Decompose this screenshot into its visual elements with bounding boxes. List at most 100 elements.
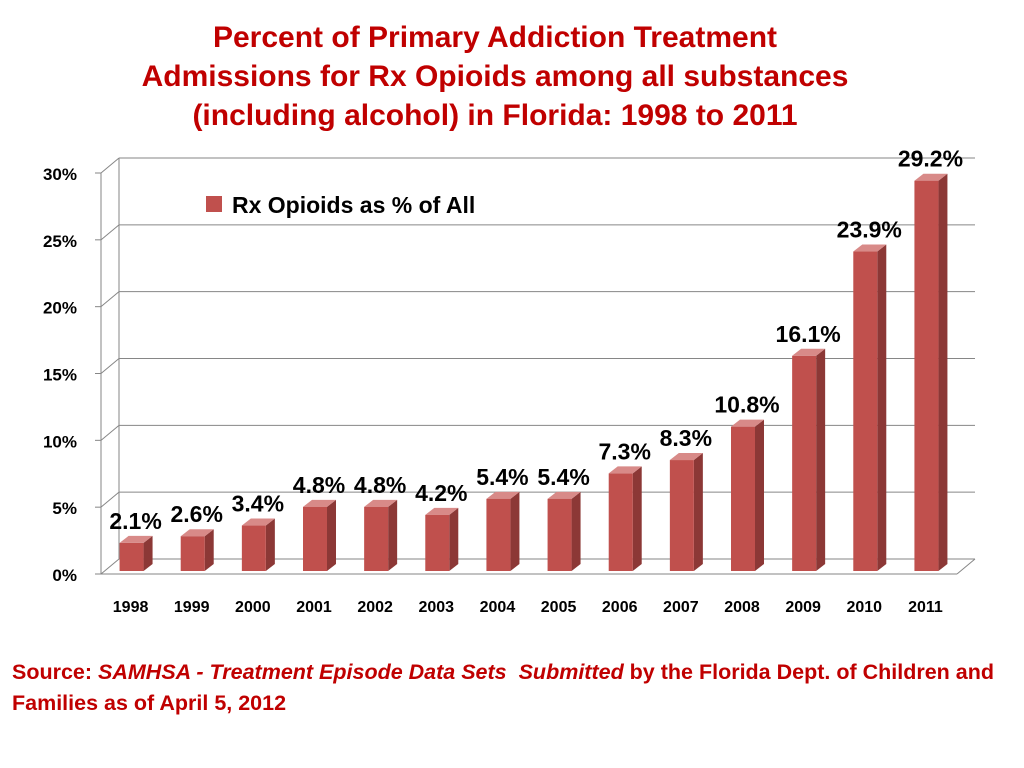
x-tick-label-2006: 2006: [602, 599, 638, 616]
bar-front: [669, 460, 694, 571]
bar-2001: [303, 499, 336, 571]
bar-side: [510, 491, 520, 571]
x-tick-label-2004: 2004: [480, 599, 516, 616]
y-tick-label: 20%: [43, 299, 77, 318]
data-label-2007: 8.3%: [660, 425, 712, 451]
data-label-2000: 3.4%: [232, 491, 284, 517]
bar-top: [914, 173, 948, 181]
bar-front: [119, 542, 144, 571]
bar-top: [547, 491, 581, 499]
y-tick-label: 10%: [43, 432, 77, 451]
bar-front: [180, 536, 205, 571]
bar-top: [119, 535, 153, 543]
bar-2008: [731, 419, 764, 571]
bar-front: [547, 498, 572, 571]
x-tick-label-2007: 2007: [663, 599, 699, 616]
bar-front: [608, 473, 633, 571]
y-tick-label: 0%: [52, 566, 77, 585]
bar-2010: [853, 244, 887, 571]
bar-top: [364, 499, 398, 507]
y-tick-label: 5%: [52, 499, 77, 518]
bar-1999: [180, 529, 214, 571]
x-tick-label-2010: 2010: [846, 599, 882, 616]
source-rest: by the Florida Dept. of Children and Fam…: [12, 660, 994, 715]
gridline-depth: [100, 157, 120, 174]
bar-side: [877, 244, 887, 571]
bar-side: [265, 518, 275, 571]
bar-top: [425, 507, 459, 515]
x-tick-label-2011: 2011: [908, 599, 943, 616]
y-axis-ticks: 0% 5% 10% 15% 20% 25% 30%: [43, 165, 77, 585]
gridline-depth: [100, 558, 120, 575]
bar-top: [853, 244, 887, 252]
chart-title-line-3: (including alcohol) in Florida: 1998 to …: [192, 99, 798, 132]
bar-front: [853, 251, 878, 571]
bar-side: [204, 529, 214, 571]
bar-top: [303, 499, 336, 507]
source-gap: [507, 660, 519, 684]
bar-side: [571, 491, 581, 571]
y-tick-label: 25%: [43, 232, 77, 251]
gridline-depth: [100, 291, 120, 308]
bar-2000: [241, 518, 275, 571]
x-tick-label-2002: 2002: [357, 599, 393, 616]
source-prefix: Source:: [12, 660, 99, 684]
y-tick-label: 15%: [43, 366, 77, 385]
bar-2007: [669, 453, 703, 571]
bar-side: [449, 507, 459, 571]
source-submitted: Submitted: [518, 660, 624, 684]
source-note: Source: SAMHSA - Treatment Episode Data …: [12, 657, 1017, 719]
bar-side: [938, 173, 948, 571]
y-tick-label: 30%: [43, 165, 77, 184]
bar-side: [327, 499, 336, 571]
bar-2002: [364, 499, 398, 571]
x-axis-ticks: 1998 1999 2000 2001 2002 2003 2004 2005 2006 2007…: [113, 599, 943, 616]
gridline-depth: [100, 358, 120, 374]
grid: [95, 157, 976, 575]
bar-side: [816, 348, 826, 571]
x-tick-label-2008: 2008: [724, 599, 760, 616]
bar-side: [755, 419, 764, 571]
bar-side: [388, 499, 398, 571]
data-label-2001: 4.8%: [293, 472, 345, 498]
chart-title: Percent of Primary Addiction Treatment A…: [60, 18, 930, 135]
legend: Rx Opioids as % of All: [206, 192, 475, 218]
bar-2006: [608, 466, 642, 571]
bar-front: [792, 355, 817, 571]
bar-2009: [792, 348, 826, 571]
x-tick-label-1998: 1998: [113, 599, 149, 616]
bar-top: [241, 518, 275, 526]
bar-top: [180, 529, 214, 537]
bar-front: [303, 506, 327, 571]
floor-right-edge: [956, 558, 976, 575]
legend-swatch: [206, 196, 222, 212]
data-label-2011: 29.2%: [898, 146, 963, 172]
data-label-2002: 4.8%: [354, 472, 406, 498]
data-labels: 2.1% 2.6% 3.4% 4.8% 4.8% 4.2% 5.4% 5.4% 7.3% 8.3%…: [109, 146, 963, 534]
bars: [119, 173, 948, 571]
bar-1998: [119, 535, 153, 571]
x-tick-label-1999: 1999: [174, 599, 210, 616]
data-label-2009: 16.1%: [776, 321, 841, 347]
bar-top: [731, 419, 764, 427]
bar-top: [669, 453, 703, 461]
bar-2011: [914, 173, 948, 571]
x-tick-label-2003: 2003: [418, 599, 454, 616]
gridline-depth: [100, 224, 120, 241]
bar-side: [632, 466, 642, 571]
bar-front: [731, 426, 755, 571]
bar-2003: [425, 507, 459, 571]
bar-side: [693, 453, 703, 571]
data-label-1998: 2.1%: [109, 508, 161, 534]
x-tick-label-2009: 2009: [785, 599, 821, 616]
data-label-2004: 5.4%: [476, 464, 528, 490]
bar-front: [241, 525, 266, 571]
chart-title-line-2: Admissions for Rx Opioids among all subs…: [141, 60, 849, 93]
x-tick-label-2001: 2001: [296, 599, 332, 616]
bar-2005: [547, 491, 581, 571]
x-tick-label-2005: 2005: [541, 599, 577, 616]
legend-label: Rx Opioids as % of All: [232, 192, 475, 218]
bar-chart: 0% 5% 10% 15% 20% 25% 30% 2.1% 2.6% 3.4% 4.8% 4.8%…: [43, 146, 976, 616]
bar-side: [143, 535, 153, 571]
data-label-2008: 10.8%: [714, 392, 779, 418]
